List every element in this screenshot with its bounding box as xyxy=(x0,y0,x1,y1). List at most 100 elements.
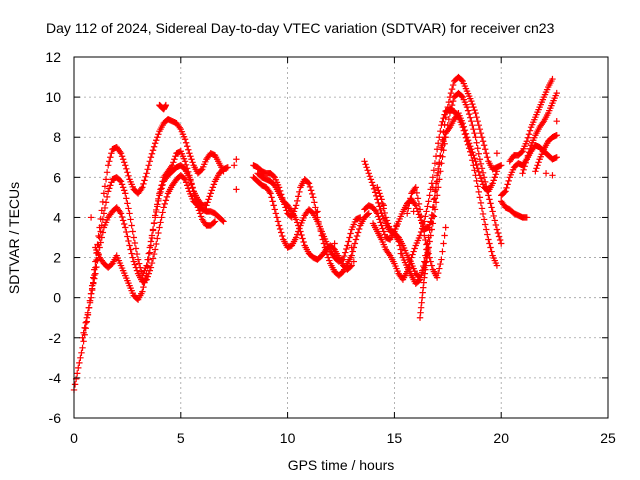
data-point xyxy=(86,297,94,304)
data-point xyxy=(71,381,79,388)
data-point xyxy=(188,180,195,187)
data-point xyxy=(122,224,129,231)
data-point xyxy=(119,156,127,163)
data-point xyxy=(488,204,495,211)
data-point xyxy=(123,195,130,202)
data-point xyxy=(138,185,145,193)
data-point xyxy=(295,193,302,200)
data-point xyxy=(487,244,494,251)
series-track-7 xyxy=(250,174,364,265)
data-point xyxy=(123,228,130,236)
series-track-18 xyxy=(519,89,560,177)
data-point xyxy=(432,186,440,194)
data-point xyxy=(306,183,314,191)
data-point xyxy=(131,239,139,247)
data-point xyxy=(416,276,424,283)
data-point xyxy=(153,137,160,144)
y-tick-label: 4 xyxy=(53,209,61,225)
data-point xyxy=(378,196,385,203)
data-point xyxy=(147,154,155,161)
data-point xyxy=(479,138,487,145)
data-point xyxy=(159,178,166,185)
data-point xyxy=(413,189,421,197)
data-point xyxy=(523,156,531,163)
data-point xyxy=(355,225,363,233)
data-point xyxy=(130,234,138,241)
data-point xyxy=(393,222,400,229)
data-point xyxy=(385,250,393,258)
data-point xyxy=(299,235,306,242)
data-point xyxy=(297,228,304,235)
data-point xyxy=(292,234,300,241)
data-point xyxy=(155,195,162,203)
data-point xyxy=(205,196,212,203)
data-point xyxy=(348,244,355,251)
data-point xyxy=(122,190,129,197)
data-point xyxy=(441,111,448,118)
data-point xyxy=(146,267,154,274)
data-point xyxy=(524,152,532,159)
data-point xyxy=(143,262,150,269)
data-point xyxy=(480,216,488,223)
data-point xyxy=(107,154,114,161)
data-point xyxy=(176,124,183,131)
data-point xyxy=(194,204,202,211)
data-point xyxy=(429,184,437,191)
data-point xyxy=(415,200,423,208)
data-point xyxy=(210,219,218,226)
y-tick-label: 2 xyxy=(53,250,61,266)
data-point xyxy=(368,179,376,186)
data-point xyxy=(448,85,456,93)
data-point xyxy=(490,177,497,184)
data-point xyxy=(473,177,480,185)
y-tick-label: 10 xyxy=(45,89,61,105)
data-point xyxy=(376,190,383,197)
data-point xyxy=(436,159,443,166)
data-point xyxy=(434,269,442,277)
data-point xyxy=(459,119,466,127)
data-point xyxy=(489,208,496,215)
data-point xyxy=(146,158,154,165)
data-point xyxy=(211,218,219,225)
data-point xyxy=(553,89,560,97)
data-point xyxy=(186,150,193,157)
data-point xyxy=(181,158,189,165)
data-point xyxy=(479,210,487,218)
series-track-12 xyxy=(374,109,501,287)
data-point xyxy=(95,232,102,240)
chart-title: Day 112 of 2024, Sidereal Day-to-day VTE… xyxy=(46,20,555,36)
data-point xyxy=(379,200,386,208)
data-point xyxy=(308,190,316,198)
series-track-17 xyxy=(506,75,556,165)
data-point xyxy=(465,140,473,147)
data-point xyxy=(298,231,305,239)
data-point xyxy=(116,177,124,184)
data-point xyxy=(479,181,487,188)
data-point xyxy=(535,159,542,166)
data-point xyxy=(438,146,445,153)
data-points xyxy=(70,73,560,394)
data-point xyxy=(102,199,110,206)
data-point xyxy=(468,117,475,125)
data-point xyxy=(117,150,125,157)
data-point xyxy=(292,216,300,223)
data-point xyxy=(87,214,95,221)
data-point xyxy=(439,118,446,125)
data-point xyxy=(477,175,485,182)
data-point xyxy=(346,234,353,241)
data-point xyxy=(474,183,481,190)
data-point xyxy=(469,121,476,129)
data-point xyxy=(209,184,217,191)
x-tick-label: 0 xyxy=(70,430,78,446)
data-point xyxy=(77,354,84,362)
data-point xyxy=(100,190,108,197)
data-point xyxy=(151,212,159,219)
data-point xyxy=(79,344,86,352)
data-point xyxy=(128,250,135,257)
data-point xyxy=(125,237,132,245)
data-point xyxy=(270,202,277,209)
data-point xyxy=(101,204,109,212)
data-point xyxy=(445,115,453,123)
data-point xyxy=(180,175,188,182)
data-point xyxy=(124,200,131,207)
